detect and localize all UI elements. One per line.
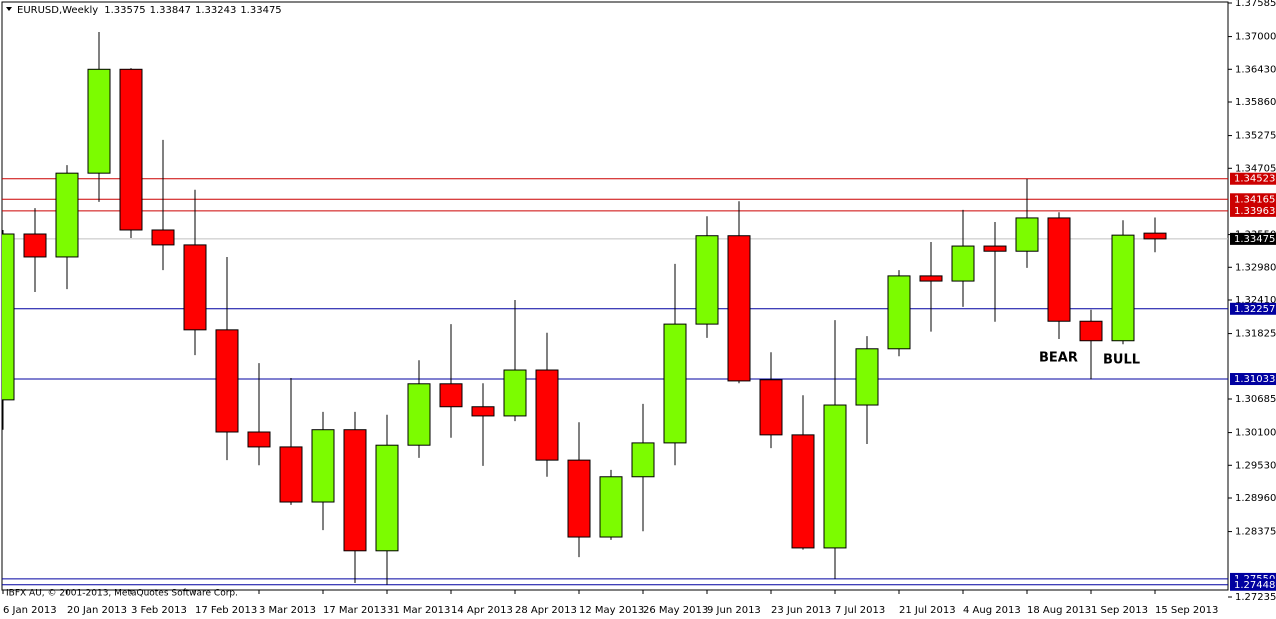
candle-body [535, 369, 559, 461]
x-tick-label: 7 Jul 2013 [835, 605, 885, 616]
level-label: 1.27448 [1234, 580, 1275, 591]
candle-body [215, 329, 239, 433]
quote-low: 1.33243 [195, 5, 236, 16]
y-tick-label: 1.32980 [1235, 262, 1276, 273]
candle-body [919, 275, 943, 282]
plot-area [2, 31, 1228, 586]
candle-body [183, 244, 207, 331]
candle-body [23, 233, 47, 258]
x-tick-label: 17 Feb 2013 [195, 605, 257, 616]
y-tick-label: 1.37000 [1235, 32, 1276, 43]
candle-body [439, 383, 463, 408]
candle-body [791, 434, 815, 549]
y-tick-label: 1.30685 [1235, 394, 1276, 405]
quote-close: 1.33475 [240, 5, 281, 16]
y-tick-label: 1.35860 [1235, 97, 1276, 108]
x-tick-label: 3 Feb 2013 [131, 605, 187, 616]
candle-body [1111, 234, 1135, 342]
candle-body [503, 369, 527, 417]
candle-body [855, 348, 879, 406]
y-tick-label: 1.27235 [1235, 592, 1276, 603]
footer: IBFX AU, © 2001-2013, MetaQuotes Softwar… [6, 589, 238, 599]
candle-body [951, 245, 975, 282]
candle-body [1079, 320, 1103, 342]
x-tick-label: 14 Apr 2013 [451, 605, 513, 616]
chart-title: EURUSD,Weekly [17, 5, 98, 16]
candle-body [663, 323, 687, 444]
level-label-box [1230, 172, 1276, 185]
y-tick-label: 1.34705 [1235, 163, 1276, 174]
price-label-box [1230, 232, 1276, 245]
y-tick-label: 1.32410 [1235, 295, 1276, 306]
candle-body [471, 406, 495, 417]
candle-body [87, 68, 111, 174]
level-label-box [1230, 373, 1276, 386]
candle-body [247, 431, 271, 448]
chart-header: EURUSD,Weekly 1.33575 1.33847 1.33243 1.3347… [17, 5, 282, 16]
x-tick-label: 20 Jan 2013 [67, 605, 127, 616]
candle-body [727, 235, 751, 382]
level-label-box [1230, 204, 1276, 217]
y-tick-label: 1.28375 [1235, 527, 1276, 538]
x-tick-label: 12 May 2013 [579, 605, 644, 616]
x-tick-label: 4 Aug 2013 [963, 605, 1021, 616]
level-label: 1.34523 [1234, 174, 1275, 185]
level-label: 1.34165 [1234, 194, 1275, 205]
x-tick-label: 26 May 2013 [643, 605, 708, 616]
candle-body [375, 444, 399, 552]
y-tick-label: 1.31825 [1235, 329, 1276, 340]
candle-body [343, 429, 367, 552]
candle-body [695, 235, 719, 325]
level-label: 1.31033 [1234, 374, 1275, 385]
candle-body [983, 245, 1007, 252]
price-label: 1.33475 [1234, 234, 1275, 245]
x-tick-label: 15 Sep 2013 [1155, 605, 1218, 616]
x-tick-label: 9 Jun 2013 [707, 605, 761, 616]
candle-body [823, 404, 847, 549]
x-tick-label: 6 Jan 2013 [3, 605, 57, 616]
x-tick-label: 21 Jul 2013 [899, 605, 956, 616]
candle-body [151, 229, 175, 246]
x-tick-label: 1 Sep 2013 [1091, 605, 1148, 616]
x-tick-label: 23 Jun 2013 [771, 605, 831, 616]
y-tick-label: 1.37585 [1235, 0, 1276, 9]
candle-body [2, 233, 15, 401]
candle-body [759, 379, 783, 436]
x-tick-label: 31 Mar 2013 [387, 605, 450, 616]
candle-body [311, 429, 335, 503]
x-tick-label: 18 Aug 2013 [1027, 605, 1091, 616]
candle-body [1015, 217, 1039, 252]
candle-body [599, 476, 623, 538]
annotation: BEAR [1039, 351, 1078, 366]
x-tick-label: 3 Mar 2013 [259, 605, 316, 616]
annotation: BULL [1103, 353, 1140, 368]
level-label-box [1230, 193, 1276, 206]
y-tick-label: 1.28960 [1235, 493, 1276, 504]
candle-body [279, 446, 303, 503]
y-tick-label: 1.29530 [1235, 460, 1276, 471]
x-tick-label: 17 Mar 2013 [323, 605, 386, 616]
candle-body [1047, 217, 1071, 322]
y-tick-label: 1.30100 [1235, 428, 1276, 439]
quote-open: 1.33575 [104, 5, 145, 16]
candle-body [887, 275, 911, 350]
candle-body [55, 172, 79, 258]
menu-arrow [6, 7, 12, 11]
candle-body [1143, 232, 1167, 240]
y-tick-label: 1.35275 [1235, 131, 1276, 142]
level-label-box [1230, 578, 1276, 591]
level-label: 1.33963 [1234, 206, 1275, 217]
candle-body [407, 383, 431, 446]
candle-body [631, 442, 655, 478]
x-tick-label: 28 Apr 2013 [515, 605, 577, 616]
level-label: 1.32257 [1234, 304, 1275, 315]
y-tick-label: 1.36430 [1235, 64, 1276, 75]
candle-body [119, 68, 143, 231]
level-label-box [1230, 302, 1276, 315]
quote-high: 1.33847 [150, 5, 191, 16]
candle-body [567, 459, 591, 538]
